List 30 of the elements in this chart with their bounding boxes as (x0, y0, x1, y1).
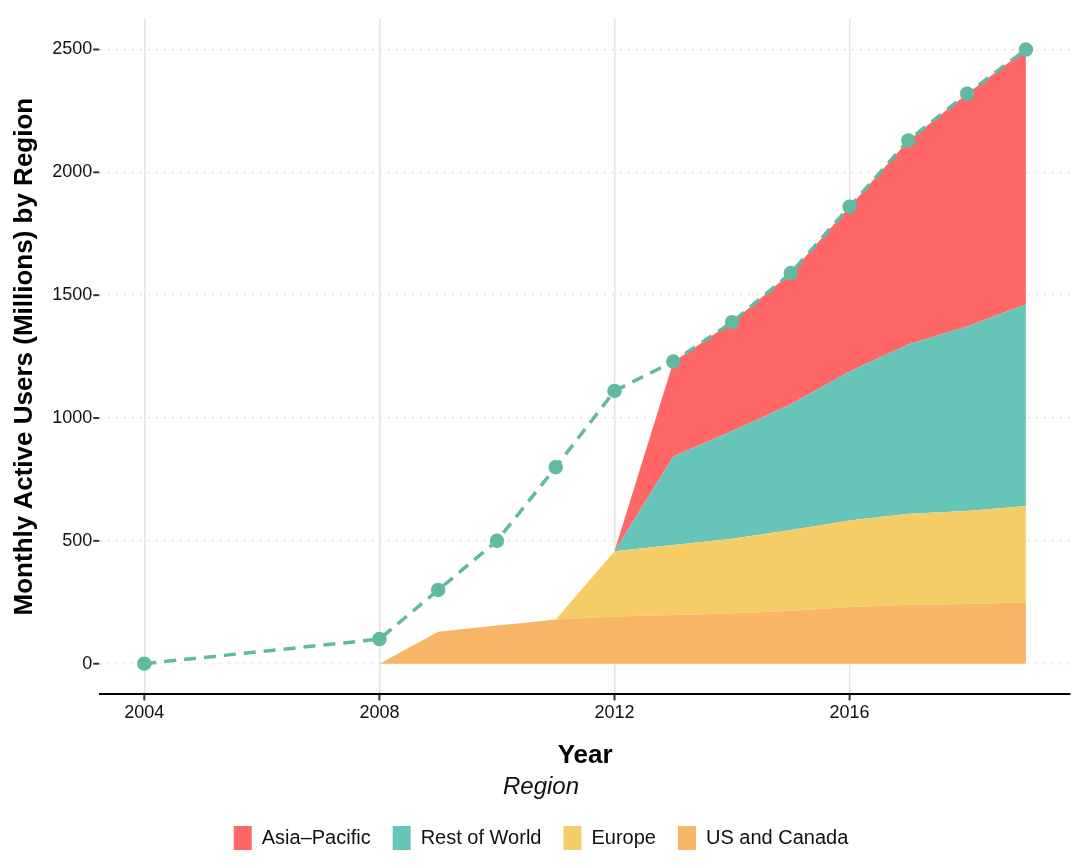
y-tick-label: 1000 (52, 406, 93, 427)
point (724, 314, 740, 330)
point (430, 582, 446, 598)
point (372, 631, 387, 647)
point (666, 354, 681, 369)
legend-label: Rest of World (420, 825, 542, 848)
point (548, 459, 563, 475)
y-tick-label: 0 (82, 652, 93, 673)
point (137, 656, 152, 671)
y-axis-title: Monthly Active Users (Millions) by Region (7, 97, 38, 616)
point (842, 199, 857, 214)
x-tick-label: 2016 (829, 702, 870, 723)
legend-label: US and Canada (705, 825, 850, 848)
y-tick-label: 2500 (52, 38, 93, 59)
x-axis-title: Year (557, 738, 613, 769)
point (959, 86, 975, 101)
x-tick-label: 2004 (124, 702, 165, 723)
point (489, 533, 505, 549)
y-tick-label: 2000 (52, 161, 93, 182)
point (1018, 42, 1034, 57)
legend-title: Region (502, 771, 580, 799)
x-tick-label: 2008 (359, 702, 400, 723)
point (901, 133, 916, 148)
x-tick-label: 2012 (594, 702, 635, 723)
y-tick-label: 500 (62, 529, 93, 550)
point (607, 383, 622, 399)
legend-label: Europe (591, 825, 656, 848)
y-tick-label: 1500 (52, 284, 93, 305)
legend-label: Asia–Pacific (261, 825, 371, 848)
point (783, 265, 799, 281)
